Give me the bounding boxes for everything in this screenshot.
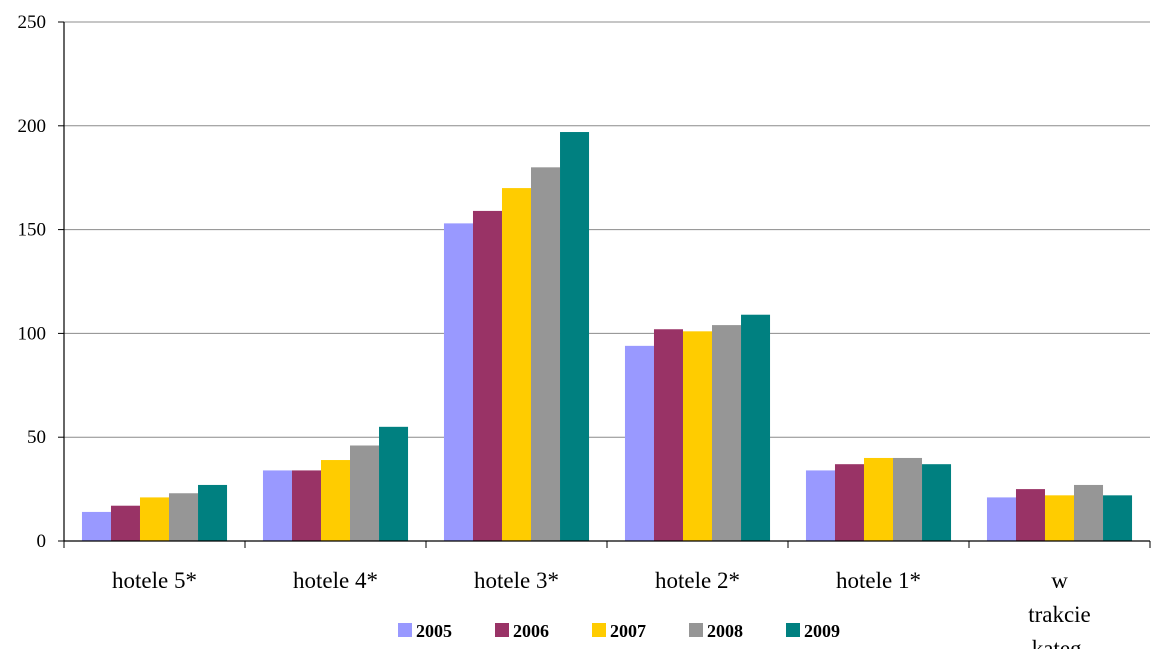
legend-label-2006: 2006 — [513, 621, 549, 641]
bar-2006 — [110, 505, 140, 541]
legend-label-2008: 2008 — [707, 621, 743, 641]
bar-2005 — [262, 470, 292, 541]
bar-2008 — [712, 325, 742, 541]
bar-2005 — [986, 497, 1016, 541]
bar-2005 — [443, 223, 473, 541]
bar-2009 — [198, 484, 228, 541]
x-tick-label: hotele 4* — [293, 568, 378, 593]
legend-label-2007: 2007 — [610, 621, 646, 641]
bar-2007 — [320, 460, 351, 541]
bar-2009 — [922, 464, 952, 541]
y-tick-label: 250 — [18, 12, 47, 33]
bar-2006 — [653, 329, 683, 541]
gridlines — [64, 21, 1150, 438]
y-tick-label: 50 — [27, 427, 46, 448]
bar-2005 — [624, 345, 654, 541]
bar-2008 — [169, 493, 199, 541]
x-tick-label: hotele 5* — [112, 568, 197, 593]
y-tick-label: 0 — [37, 531, 47, 552]
bar-2008 — [1074, 484, 1104, 541]
bar-2005 — [81, 511, 111, 541]
bar-2006 — [834, 464, 864, 541]
legend-swatch-2005 — [398, 623, 412, 637]
bar-2007 — [863, 457, 894, 541]
legend-label-2005: 2005 — [416, 621, 452, 641]
bar-2006 — [291, 470, 321, 541]
x-tick-label: hotele 3* — [474, 568, 559, 593]
bar-2009 — [379, 426, 409, 541]
bar-2009 — [1103, 495, 1133, 541]
bar-2005 — [805, 470, 835, 541]
bar-2007 — [501, 188, 532, 541]
bar-2008 — [350, 445, 380, 541]
legend-swatch-2006 — [495, 623, 509, 637]
axes — [58, 21, 1151, 548]
bar-2007 — [139, 497, 170, 541]
bar-2006 — [1015, 489, 1045, 541]
legend-label-2009: 2009 — [804, 621, 840, 641]
y-tick-labels: 0 50 100 150 200 250 — [18, 12, 47, 552]
bars — [81, 132, 1133, 541]
x-tick-label: hotele 2* — [655, 568, 740, 593]
bar-2007 — [682, 331, 713, 541]
bar-2009 — [560, 132, 590, 541]
y-tick-label: 100 — [18, 323, 47, 344]
y-tick-label: 150 — [18, 220, 47, 241]
x-tick-label: w trakcie kateg. — [1028, 568, 1091, 649]
bar-2008 — [893, 457, 923, 541]
legend-swatch-2008 — [689, 623, 703, 637]
legend-swatch-2007 — [592, 623, 606, 637]
legend: 2005 2006 2007 2008 2009 — [398, 621, 840, 641]
bar-2006 — [472, 210, 502, 541]
bar-2007 — [1044, 495, 1075, 541]
x-tick-label: hotele 1* — [836, 568, 921, 593]
bar-2009 — [741, 314, 771, 541]
legend-swatch-2009 — [786, 623, 800, 637]
bar-2008 — [531, 167, 561, 541]
y-tick-label: 200 — [18, 116, 47, 137]
